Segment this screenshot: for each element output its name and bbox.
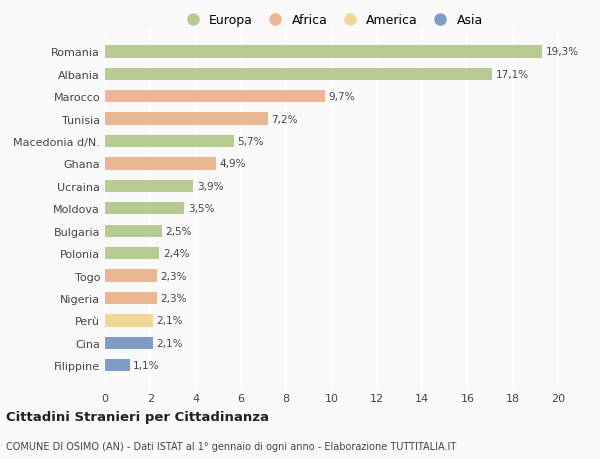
Text: 19,3%: 19,3%: [545, 47, 578, 57]
Bar: [105, 91, 325, 103]
Text: COMUNE DI OSIMO (AN) - Dati ISTAT al 1° gennaio di ogni anno - Elaborazione TUTT: COMUNE DI OSIMO (AN) - Dati ISTAT al 1° …: [6, 441, 456, 451]
Text: 2,4%: 2,4%: [163, 249, 189, 258]
Text: 3,9%: 3,9%: [197, 181, 223, 191]
Bar: [105, 203, 184, 215]
Text: 2,3%: 2,3%: [160, 293, 187, 303]
Bar: [105, 292, 157, 304]
Bar: [105, 113, 268, 125]
Bar: [105, 68, 493, 81]
Text: 17,1%: 17,1%: [496, 70, 529, 79]
Text: 2,1%: 2,1%: [156, 316, 182, 326]
Bar: [105, 46, 542, 58]
Bar: [105, 337, 152, 349]
Text: 9,7%: 9,7%: [328, 92, 355, 102]
Text: 7,2%: 7,2%: [271, 114, 298, 124]
Bar: [105, 359, 130, 372]
Text: 2,5%: 2,5%: [165, 226, 191, 236]
Text: 2,3%: 2,3%: [160, 271, 187, 281]
Text: 5,7%: 5,7%: [238, 137, 264, 147]
Bar: [105, 225, 161, 237]
Text: 1,1%: 1,1%: [133, 360, 160, 370]
Text: 2,1%: 2,1%: [156, 338, 182, 348]
Bar: [105, 135, 234, 148]
Bar: [105, 180, 193, 193]
Bar: [105, 247, 160, 260]
Text: 4,9%: 4,9%: [220, 159, 246, 169]
Bar: [105, 158, 216, 170]
Text: 3,5%: 3,5%: [188, 204, 214, 214]
Legend: Europa, Africa, America, Asia: Europa, Africa, America, Asia: [175, 9, 488, 32]
Text: Cittadini Stranieri per Cittadinanza: Cittadini Stranieri per Cittadinanza: [6, 410, 269, 423]
Bar: [105, 270, 157, 282]
Bar: [105, 314, 152, 327]
